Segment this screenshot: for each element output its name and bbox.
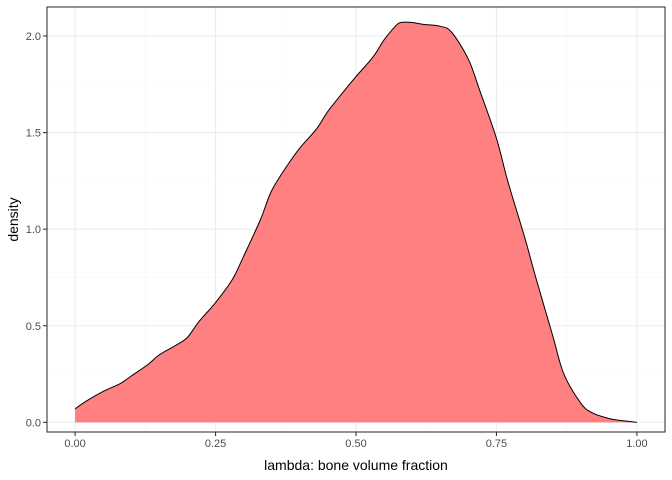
x-tick-label: 0.50	[345, 438, 366, 450]
x-tick-label: 0.25	[205, 438, 226, 450]
y-tick-label: 2.0	[26, 31, 41, 43]
y-tick-label: 1.5	[26, 128, 41, 140]
x-axis-ticks: 0.00 0.25 0.50 0.75 1.00	[64, 432, 648, 450]
x-tick-label: 0.75	[486, 438, 507, 450]
y-axis-ticks: 0.0 0.5 1.0 1.5 2.0	[26, 31, 47, 429]
density-area	[75, 22, 637, 423]
y-tick-label: 0.0	[26, 417, 41, 429]
x-tick-label: 1.00	[626, 438, 647, 450]
y-tick-label: 0.5	[26, 321, 41, 333]
y-axis-title: density	[5, 197, 21, 241]
x-tick-label: 0.00	[64, 438, 85, 450]
density-line	[74, 21, 637, 423]
x-axis-title: lambda: bone volume fraction	[264, 457, 448, 473]
y-tick-label: 1.0	[26, 224, 41, 236]
